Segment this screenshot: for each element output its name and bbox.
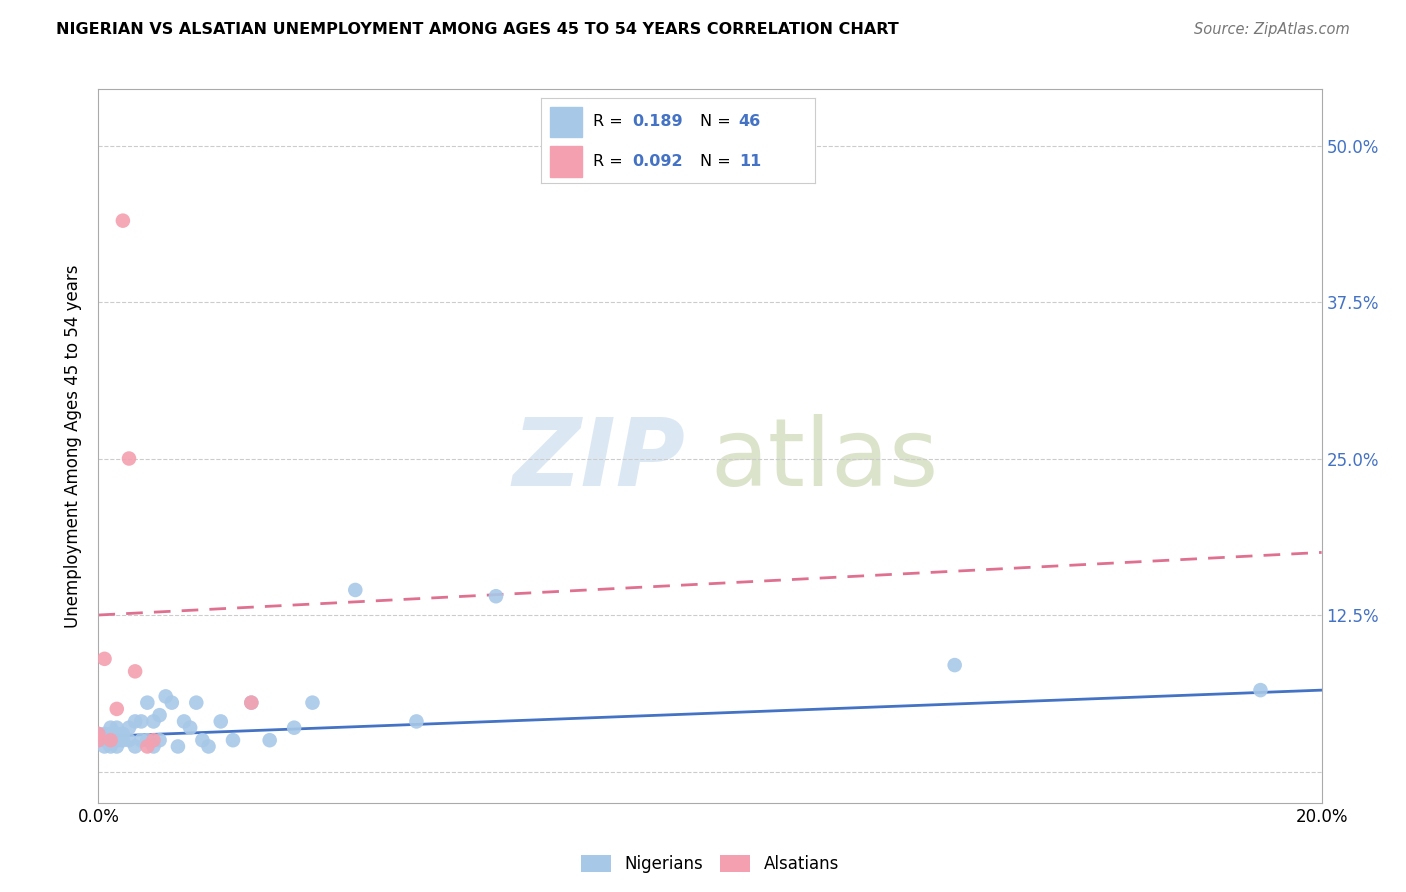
Point [100,733,122,747]
Point [136,696,159,710]
Point [405,714,427,729]
Point [87,727,110,741]
Point [191,733,214,747]
Point [100,739,122,754]
Text: 11: 11 [738,154,761,169]
Point [93,727,115,741]
Point [142,733,165,747]
Point [93,652,115,666]
Point [87,727,110,741]
Point [129,733,152,747]
FancyBboxPatch shape [550,146,582,177]
Point [87,733,110,747]
Point [118,721,141,735]
Point [100,721,122,735]
Point [142,714,165,729]
Point [149,708,172,723]
Point [149,733,172,747]
Point [118,733,141,747]
Point [129,714,152,729]
Point [136,739,159,754]
Point [105,721,128,735]
Point [155,690,177,704]
Point [173,714,195,729]
Point [209,714,232,729]
Point [111,733,134,747]
Point [485,589,508,603]
Y-axis label: Unemployment Among Ages 45 to 54 years: Unemployment Among Ages 45 to 54 years [65,264,83,628]
Text: R =: R = [593,114,628,129]
Point [943,658,966,673]
Text: N =: N = [700,154,737,169]
Point [136,733,159,747]
Text: 0.189: 0.189 [631,114,682,129]
Text: atlas: atlas [710,414,938,507]
Text: NIGERIAN VS ALSATIAN UNEMPLOYMENT AMONG AGES 45 TO 54 YEARS CORRELATION CHART: NIGERIAN VS ALSATIAN UNEMPLOYMENT AMONG … [56,22,898,37]
Text: Source: ZipAtlas.com: Source: ZipAtlas.com [1194,22,1350,37]
Point [1249,683,1271,698]
Point [301,696,323,710]
Text: 46: 46 [738,114,761,129]
Point [105,733,128,747]
Text: ZIP: ZIP [513,414,686,507]
Point [111,213,134,227]
Point [167,739,190,754]
Point [222,733,245,747]
Point [105,702,128,716]
Point [283,721,305,735]
Point [124,739,146,754]
Point [160,696,183,710]
Point [197,739,219,754]
Legend: Nigerians, Alsatians: Nigerians, Alsatians [575,848,845,880]
Point [87,733,110,747]
Point [100,733,122,747]
Point [124,665,146,679]
Point [240,696,263,710]
Point [179,721,201,735]
Point [344,582,367,597]
Point [118,451,141,466]
Point [105,727,128,741]
Point [142,739,165,754]
FancyBboxPatch shape [550,107,582,137]
Point [240,696,263,710]
Point [186,696,208,710]
Point [93,739,115,754]
Text: R =: R = [593,154,628,169]
Point [124,714,146,729]
Text: N =: N = [700,114,737,129]
Point [111,727,134,741]
Point [259,733,281,747]
Point [105,739,128,754]
Point [93,733,115,747]
Point [100,727,122,741]
Text: 0.092: 0.092 [631,154,682,169]
